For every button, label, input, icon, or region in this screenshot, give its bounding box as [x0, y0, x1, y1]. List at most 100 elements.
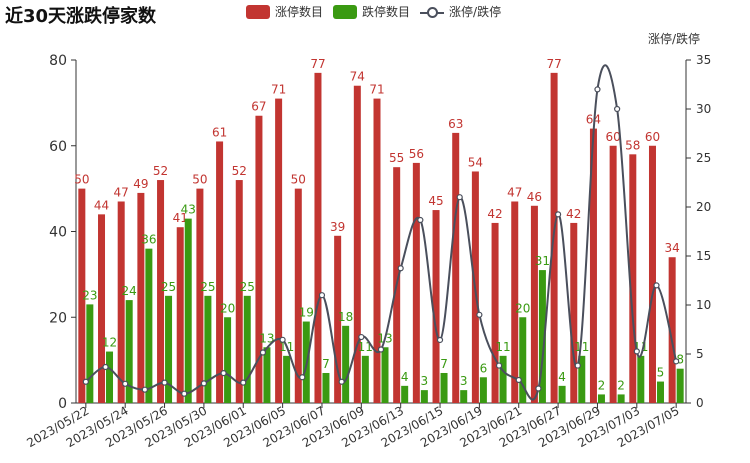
bar-limit-up — [314, 72, 322, 404]
bar-limit-down — [204, 295, 212, 403]
bar-limit-up — [353, 85, 361, 403]
data-label-limit-down: 25 — [200, 280, 215, 294]
bar-limit-up — [137, 192, 145, 403]
data-label-limit-down: 4 — [401, 370, 409, 384]
data-label-limit-down: 8 — [676, 353, 684, 367]
bar-limit-up — [589, 128, 597, 403]
bar-limit-down — [578, 355, 586, 403]
bar-limit-down — [86, 304, 94, 403]
legend-swatch-limit-down — [333, 4, 358, 19]
ratio-point — [220, 370, 227, 377]
ratio-point — [417, 216, 424, 224]
bar-limit-up — [255, 115, 263, 404]
legend: 涨停数目 跌停数目 涨停/跌停 — [246, 3, 501, 20]
data-label-limit-up: 58 — [625, 138, 640, 152]
bar-limit-up — [275, 98, 283, 404]
ratio-point — [279, 336, 286, 343]
bar-limit-down — [420, 390, 428, 403]
data-label-limit-down: 3 — [421, 374, 429, 388]
data-label-limit-down: 6 — [480, 361, 488, 375]
bar-limit-down — [145, 248, 153, 403]
right-axis-tick-label: 25 — [696, 151, 711, 165]
bar-limit-down — [617, 394, 625, 403]
data-label-limit-up: 60 — [645, 130, 660, 144]
ratio-point — [318, 292, 326, 299]
right-axis-tick-label: 20 — [696, 200, 711, 214]
right-axis-tick-label: 30 — [696, 102, 711, 116]
bar-limit-up — [629, 154, 637, 403]
legend-swatch-limit-up — [246, 4, 270, 19]
data-label-limit-up: 67 — [251, 100, 266, 114]
bar-limit-down — [125, 300, 133, 403]
bar-limit-down — [479, 377, 487, 403]
data-label-limit-down: 12 — [102, 336, 117, 350]
data-label-limit-up: 77 — [310, 57, 325, 71]
data-label-limit-up: 42 — [487, 207, 502, 221]
bar-limit-up — [176, 227, 184, 403]
data-label-limit-down: 31 — [535, 254, 550, 268]
bar-limit-down — [538, 270, 546, 403]
data-label-limit-down: 7 — [322, 357, 330, 371]
bar-limit-up — [432, 210, 440, 403]
legend-label-limit-down: 跌停数目 — [362, 5, 411, 19]
legend-item-ratio[interactable]: 涨停/跌停 — [420, 3, 501, 20]
chart-title: 近30天涨跌停家数 — [5, 6, 157, 27]
data-label-limit-up: 74 — [350, 70, 365, 84]
bar-limit-up — [412, 162, 420, 403]
data-label-limit-down: 3 — [460, 374, 468, 388]
data-label-limit-up: 39 — [330, 220, 345, 234]
data-label-limit-up: 71 — [369, 83, 384, 97]
bar-limit-up — [334, 235, 342, 403]
ratio-point — [653, 282, 660, 289]
ratio-point — [161, 379, 168, 386]
right-axis-name: 涨停/跌停 — [648, 32, 701, 46]
legend-swatch-ratio — [420, 5, 445, 19]
bar-limit-up — [196, 188, 204, 403]
left-axis-tick-label: 20 — [49, 310, 67, 326]
ratio-point — [436, 336, 444, 344]
data-label-limit-down: 43 — [181, 203, 196, 217]
data-label-limit-down: 25 — [161, 280, 176, 294]
data-label-limit-down: 4 — [558, 370, 566, 384]
bar-limit-up — [157, 180, 165, 403]
left-axis-tick-label: 0 — [58, 396, 67, 412]
bar-limit-down — [499, 355, 507, 403]
bar-limit-down — [656, 381, 664, 403]
data-label-limit-up: 52 — [232, 164, 247, 178]
ratio-point — [141, 386, 148, 393]
data-label-limit-down: 2 — [598, 378, 606, 392]
bar-limit-down — [342, 325, 350, 403]
ratio-point — [82, 378, 89, 385]
legend-item-limit-down[interactable]: 跌停数目 — [333, 3, 410, 20]
data-label-limit-down: 5 — [657, 366, 665, 380]
data-label-limit-up: 41 — [173, 211, 188, 225]
ratio-point — [476, 311, 483, 318]
bar-limit-up — [668, 257, 676, 403]
bar-limit-down — [361, 355, 369, 403]
bar-limit-down — [322, 372, 330, 403]
bar-limit-down — [283, 355, 291, 403]
ratio-point — [574, 362, 581, 369]
data-label-limit-up: 71 — [271, 83, 286, 97]
ratio-point — [594, 86, 601, 93]
bar-limit-down — [676, 368, 684, 403]
data-label-limit-down: 25 — [240, 280, 255, 294]
bar-limit-up — [216, 141, 224, 403]
ratio-point — [181, 390, 188, 397]
ratio-point — [122, 380, 129, 387]
legend-item-limit-up[interactable]: 涨停数目 — [246, 3, 323, 20]
data-label-limit-up: 60 — [605, 130, 620, 144]
bar-limit-down — [184, 218, 192, 403]
ratio-point — [200, 380, 208, 387]
data-label-limit-up: 47 — [507, 185, 522, 199]
bar-limit-down — [106, 351, 114, 403]
bar-limit-down — [440, 372, 448, 403]
data-label-limit-down: 11 — [574, 340, 589, 354]
right-axis-tick-label: 10 — [696, 298, 711, 312]
bar-limit-down — [165, 295, 173, 403]
data-label-limit-up: 64 — [586, 113, 601, 127]
bar-limit-down — [519, 317, 527, 403]
data-label-limit-down: 7 — [440, 357, 448, 371]
bar-limit-down — [558, 385, 566, 403]
